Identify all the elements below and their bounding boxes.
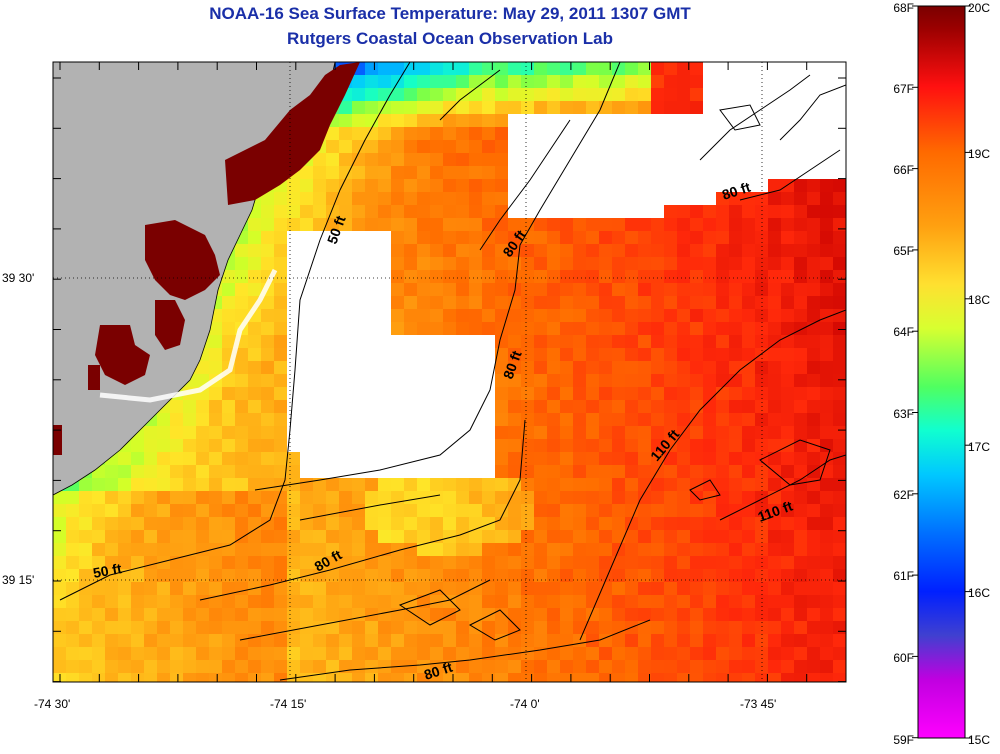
contour-label: 50 ft bbox=[92, 560, 123, 581]
colorbar-c-label: 18C bbox=[968, 293, 991, 307]
colorbar-c-label: 16C bbox=[968, 586, 991, 600]
colorbar-c-label: 17C bbox=[968, 440, 991, 454]
graticule bbox=[53, 62, 846, 682]
colorbar bbox=[917, 5, 966, 739]
colorbar-f-label: 61F bbox=[893, 569, 914, 583]
colorbar-f-label: 68F bbox=[893, 1, 914, 15]
lon-label: -74 30' bbox=[34, 697, 71, 711]
lon-label: -73 45' bbox=[740, 697, 777, 711]
depth-contours bbox=[59, 62, 846, 681]
lon-label: -74 0' bbox=[510, 697, 540, 711]
chart-title: NOAA-16 Sea Surface Temperature: May 29,… bbox=[209, 4, 691, 23]
warm-land-patches bbox=[53, 62, 360, 455]
plot-frame bbox=[52, 61, 847, 683]
colorbar-f-label: 66F bbox=[893, 163, 914, 177]
colorbar-c-label: 20C bbox=[968, 1, 991, 15]
colorbar-f-label: 59F bbox=[893, 733, 914, 747]
colorbar-f-label: 67F bbox=[893, 82, 914, 96]
plot-area bbox=[53, 62, 846, 682]
colorbar-f-label: 65F bbox=[893, 244, 914, 258]
lat-label: 39 30' bbox=[2, 271, 35, 285]
chart-subtitle: Rutgers Coastal Ocean Observation Lab bbox=[287, 29, 613, 48]
colorbar-ticks bbox=[912, 5, 971, 739]
colorbar-c-label: 15C bbox=[968, 733, 991, 747]
colorbar-f-label: 63F bbox=[893, 407, 914, 421]
colorbar-f-label: 60F bbox=[893, 651, 914, 665]
colorbar-c-label: 19C bbox=[968, 147, 991, 161]
colorbar-f-label: 62F bbox=[893, 488, 914, 502]
colorbar-f-label: 64F bbox=[893, 325, 914, 339]
lat-label: 39 15' bbox=[2, 573, 35, 587]
axis-ticks bbox=[53, 62, 847, 683]
lon-label: -74 15' bbox=[270, 697, 307, 711]
